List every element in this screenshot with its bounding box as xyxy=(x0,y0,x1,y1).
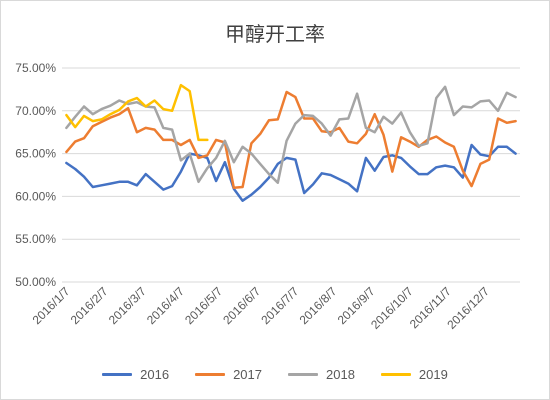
legend-item-2019: 2019 xyxy=(380,367,448,382)
series-line-2016 xyxy=(65,143,517,202)
chart-legend: 2016 2017 2018 2019 xyxy=(0,367,550,382)
y-tick-label: 55.00% xyxy=(15,232,56,246)
chart-title: 甲醇开工率 xyxy=(225,22,325,46)
x-tick-label: 2016/8/7 xyxy=(297,284,340,327)
y-tick-label: 50.00% xyxy=(15,275,56,289)
legend-label: 2017 xyxy=(233,367,262,382)
y-tick-label: 65.00% xyxy=(15,147,56,161)
x-tick-label: 2016/5/7 xyxy=(182,284,225,327)
y-tick-label: 70.00% xyxy=(15,104,56,118)
legend-swatch xyxy=(288,373,318,376)
x-tick-label: 2016/12/7 xyxy=(444,284,492,332)
legend-swatch xyxy=(102,373,133,376)
series-line-2018 xyxy=(65,85,517,184)
x-tick-label: 2016/2/7 xyxy=(68,284,111,327)
legend-label: 2019 xyxy=(418,367,448,382)
y-tick-label: 75.00% xyxy=(15,61,56,75)
x-tick-label: 2016/7/7 xyxy=(258,284,301,327)
legend-item-2016: 2016 xyxy=(102,367,169,382)
legend-label: 2018 xyxy=(326,367,355,382)
series-line-2017 xyxy=(65,90,517,190)
x-tick-label: 2016/3/7 xyxy=(106,284,149,327)
legend-item-2018: 2018 xyxy=(288,367,355,382)
y-tick-label: 60.00% xyxy=(15,189,56,203)
legend-label: 2016 xyxy=(140,367,170,382)
series-line-2019 xyxy=(65,83,209,142)
x-tick-label: 2016/6/7 xyxy=(220,284,263,327)
x-tick-label: 2016/4/7 xyxy=(144,284,187,327)
legend-swatch xyxy=(380,373,411,376)
legend-item-2017: 2017 xyxy=(195,367,262,382)
legend-swatch xyxy=(195,373,226,376)
x-tick-label: 2016/10/7 xyxy=(368,284,416,332)
x-tick-label: 2016/1/7 xyxy=(30,284,73,327)
